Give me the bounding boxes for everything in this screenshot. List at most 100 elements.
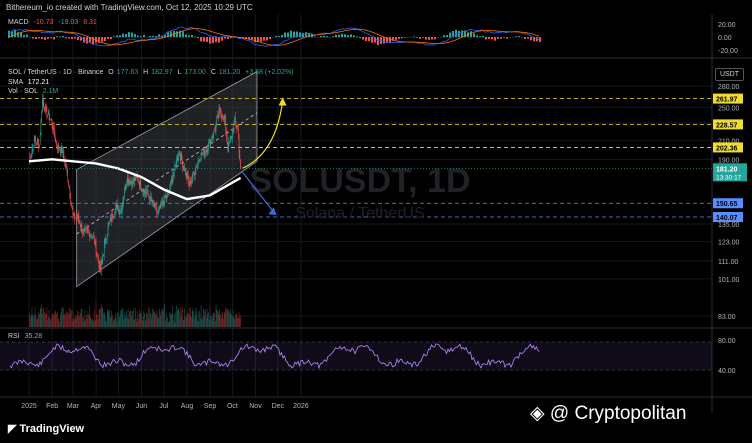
candle-body <box>175 164 177 167</box>
time-axis[interactable]: 2025 Feb Mar Apr May Jun Jul Aug Sep Oct Nov Dec 202… <box>21 403 309 410</box>
vol-label: Vol · SOL <box>8 88 38 95</box>
candle-body <box>230 136 232 139</box>
symbol-title[interactable]: SOL / TetherUS · 1D · Binance <box>8 69 104 76</box>
macd-axis-label: -20.00 <box>718 48 738 55</box>
candle-body <box>121 205 123 214</box>
volume-bar <box>59 316 61 327</box>
candle-body <box>63 155 65 162</box>
macd-histogram-bar <box>266 37 268 41</box>
candle-body <box>203 149 204 154</box>
volume-bar <box>208 319 210 327</box>
candle-body <box>219 107 221 110</box>
candle-body <box>182 166 184 168</box>
candle-body <box>141 191 143 192</box>
volume-bar <box>152 308 153 327</box>
volume-bar <box>104 315 106 327</box>
candle-body <box>35 140 37 143</box>
candle-body <box>204 152 206 156</box>
volume-bar <box>111 310 112 327</box>
candle-body <box>181 153 183 161</box>
macd-histogram-bar <box>413 36 415 38</box>
candle-body <box>36 142 37 145</box>
candle-body <box>83 231 84 234</box>
macd-histogram-bar <box>131 32 133 38</box>
volume-bar <box>164 303 165 327</box>
candle-body <box>57 144 59 150</box>
volume-bar <box>180 317 182 327</box>
currency-selector[interactable]: USDT <box>714 68 744 81</box>
volume-bar <box>57 318 59 327</box>
candle-body <box>152 200 153 203</box>
candle-body <box>130 181 132 183</box>
volume-bar <box>187 313 188 327</box>
macd-histogram-bar <box>185 34 187 38</box>
candle-body <box>79 220 80 225</box>
candle-body <box>174 164 176 166</box>
candle-body <box>104 238 106 244</box>
macd-histogram-bar <box>368 37 370 42</box>
volume-bar <box>181 310 183 327</box>
candle-body <box>96 253 98 255</box>
price-axis[interactable]: 280.00250.00230.00210.00190.00135.00123.… <box>718 84 740 321</box>
price-level-badge <box>713 212 743 223</box>
rsi-panel: 80.00 40.00 <box>0 338 736 375</box>
candle-body <box>147 190 148 193</box>
candle-body <box>201 152 203 155</box>
candle-body <box>161 202 162 204</box>
close-value: 181.20 <box>218 69 241 76</box>
volume-bar <box>115 317 117 327</box>
price-tick-label: 111.00 <box>718 259 738 266</box>
volume-bar <box>182 307 183 327</box>
price-tick-label: 190.00 <box>718 157 740 164</box>
macd-histogram-bar <box>446 35 448 38</box>
open-value: 177.63 <box>116 69 139 76</box>
volume-bar <box>42 313 43 327</box>
volume-bar <box>88 314 89 327</box>
candle-body <box>231 136 232 139</box>
candle-body <box>213 130 215 137</box>
volume-bar <box>200 304 202 327</box>
tradingview-logo[interactable]: ◤ TradingView <box>8 423 85 435</box>
candle-body <box>157 212 159 214</box>
candle-body <box>58 144 60 149</box>
candle-body <box>113 215 115 218</box>
candle-body <box>32 145 34 150</box>
volume-bar <box>107 310 109 327</box>
volume-bar <box>140 313 142 327</box>
macd-value-2: -19.03 <box>58 19 79 26</box>
volume-bar <box>226 309 228 327</box>
volume-bar <box>46 307 48 327</box>
macd-histogram-bar <box>533 37 535 42</box>
candle-body <box>215 123 217 131</box>
macd-legend: MACD -10.73 -19.03 8.31 <box>8 19 97 26</box>
high-value: 182.97 <box>151 69 173 76</box>
volume-bar <box>51 318 52 327</box>
volume-bar <box>59 322 60 327</box>
volume-bar <box>179 312 180 327</box>
volume-bar <box>117 312 118 327</box>
candle-body <box>233 123 235 133</box>
candle-body <box>214 130 216 132</box>
candle-body <box>237 129 238 131</box>
vol-value: 2.1M <box>42 88 59 95</box>
candle-body <box>124 188 126 190</box>
volume-bar <box>205 309 206 327</box>
macd-histogram-bar <box>392 37 394 41</box>
volume-bar <box>83 322 85 327</box>
time-tick-label: 2025 <box>21 403 37 410</box>
candle-body <box>101 260 103 263</box>
candle-body <box>167 192 168 198</box>
projection-down-line <box>242 171 276 214</box>
volume-bar <box>109 317 111 327</box>
volume-bar <box>75 319 77 327</box>
cryptopolitan-watermark: ◈ @ Cryptopolitan <box>530 403 687 424</box>
macd-histogram-bar <box>194 36 196 38</box>
volume-bar <box>226 308 227 327</box>
candle-body <box>149 197 150 203</box>
price-level-badge <box>713 119 743 130</box>
candle-body <box>165 195 167 198</box>
candle-body <box>156 206 157 213</box>
macd-histogram-bar <box>47 37 49 39</box>
volume-bar <box>110 316 112 327</box>
